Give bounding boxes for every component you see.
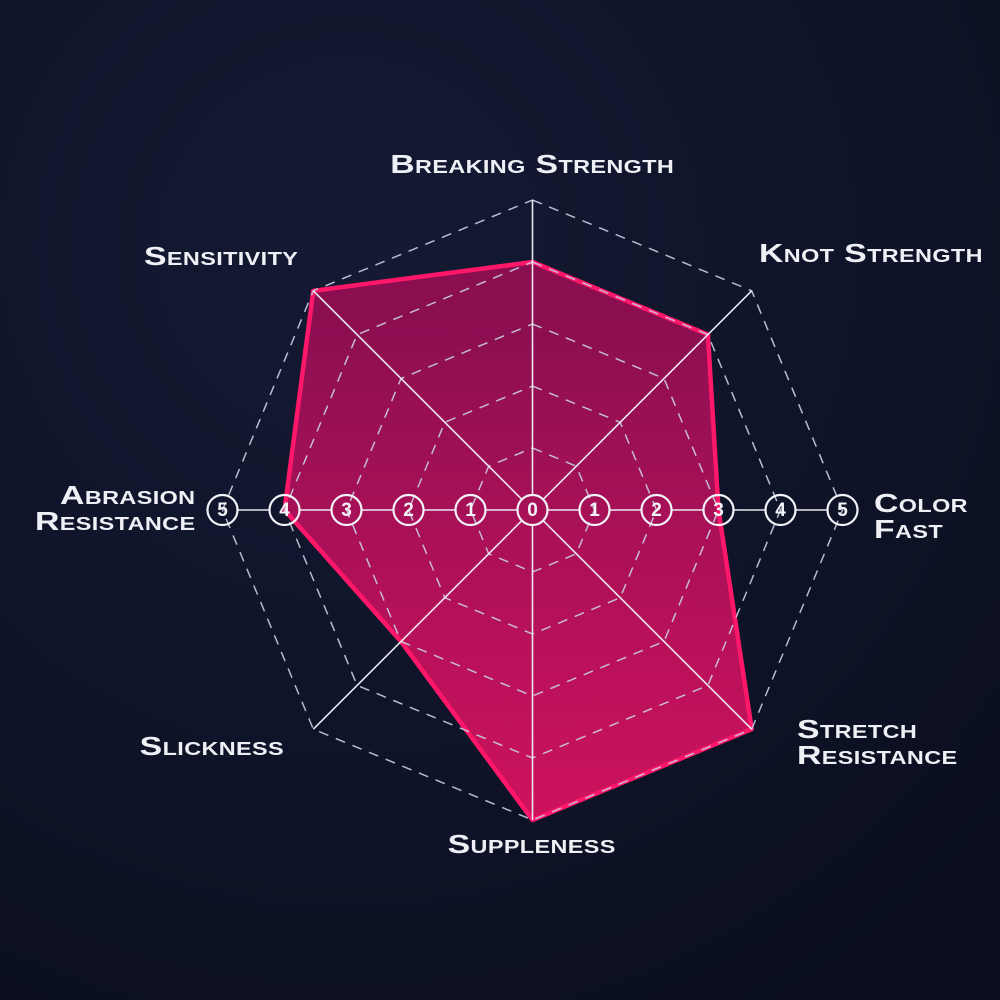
svg-text:2: 2: [403, 500, 414, 521]
svg-text:4: 4: [775, 500, 786, 521]
svg-text:2: 2: [651, 500, 662, 521]
svg-text:5: 5: [837, 500, 848, 521]
svg-text:1: 1: [589, 500, 600, 521]
svg-text:3: 3: [341, 500, 352, 521]
svg-text:1: 1: [465, 500, 476, 521]
svg-text:3: 3: [713, 500, 724, 521]
svg-text:0: 0: [527, 500, 538, 521]
svg-text:5: 5: [217, 500, 228, 521]
svg-text:4: 4: [279, 500, 290, 521]
